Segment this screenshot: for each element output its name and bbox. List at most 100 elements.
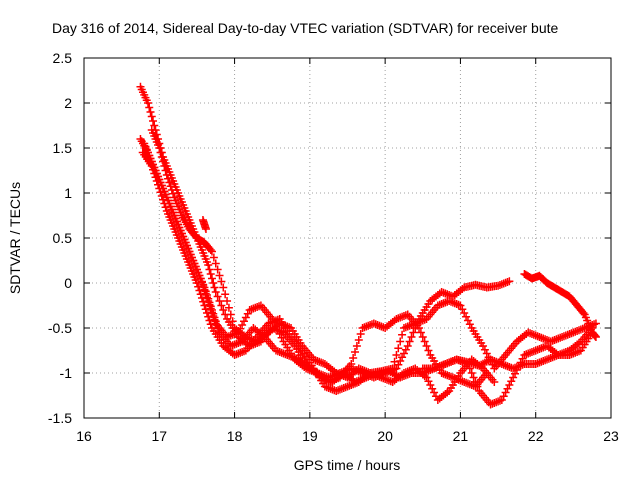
data-point <box>505 381 514 389</box>
data-point <box>443 388 452 397</box>
data-point <box>349 354 358 362</box>
series-track-8 <box>418 328 597 409</box>
axis-ticks <box>83 57 612 419</box>
data-point <box>213 321 222 329</box>
data-point <box>388 364 397 373</box>
data-point <box>159 157 168 166</box>
data-point <box>463 360 472 368</box>
data-point <box>165 178 174 187</box>
data-point <box>239 317 248 326</box>
data-point <box>426 381 435 389</box>
data-point <box>398 353 407 362</box>
data-point <box>207 274 216 283</box>
data-point <box>430 388 439 397</box>
data-point <box>200 283 209 292</box>
data-point <box>238 321 247 329</box>
y-tick-label: -1.5 <box>48 410 72 426</box>
data-point <box>277 333 286 342</box>
data-point <box>480 345 489 354</box>
data-point <box>214 324 223 333</box>
data-point <box>403 342 412 350</box>
y-tick-label: 0 <box>64 275 72 291</box>
chart-title: Day 316 of 2014, Sidereal Day-to-day VTE… <box>52 20 559 36</box>
data-point <box>392 351 401 359</box>
data-point <box>511 369 520 378</box>
data-point <box>484 353 493 362</box>
data-point <box>467 369 476 377</box>
data-point <box>211 259 220 268</box>
data-point <box>157 192 166 200</box>
data-point <box>206 270 215 278</box>
x-tick-label: 16 <box>76 428 92 444</box>
data-point <box>465 320 474 329</box>
data-point <box>223 297 232 305</box>
data-point <box>207 247 216 256</box>
data-point <box>460 309 469 317</box>
data-point <box>512 366 521 374</box>
y-tick-labels: -1.5 -1 -0.5 0 0.5 1 1.5 2 2.5 <box>48 50 72 426</box>
x-tick-label: 21 <box>453 428 469 444</box>
data-point <box>143 99 152 107</box>
data-point <box>552 349 561 358</box>
data-point <box>469 373 478 382</box>
data-point <box>458 305 467 314</box>
x-tick-label: 19 <box>302 428 318 444</box>
data-point <box>428 384 437 393</box>
data-point <box>210 313 219 322</box>
data-point <box>409 328 418 337</box>
data-point <box>399 349 408 358</box>
data-point <box>149 117 158 125</box>
data-point <box>210 283 219 292</box>
data-point <box>507 377 516 386</box>
data-point <box>211 317 220 326</box>
y-tick-label: 1 <box>64 185 72 201</box>
data-point <box>497 396 506 404</box>
x-axis-label: GPS time / hours <box>294 457 401 473</box>
data-point <box>147 112 156 121</box>
data-point <box>209 309 218 318</box>
data-point <box>422 342 431 350</box>
data-point <box>356 330 365 338</box>
data-point <box>155 144 164 152</box>
data-point <box>166 182 175 191</box>
data-point <box>471 378 480 386</box>
data-point <box>156 148 165 157</box>
data-point <box>503 384 512 393</box>
data-point <box>157 153 166 161</box>
data-point <box>579 309 588 317</box>
data-point <box>228 317 237 326</box>
data-point <box>509 373 518 382</box>
data-point <box>456 301 465 310</box>
data-point <box>490 378 499 386</box>
data-point <box>354 336 363 344</box>
data-point <box>396 337 405 346</box>
data-point <box>275 330 284 338</box>
data-point <box>588 328 597 337</box>
data-point <box>226 310 235 319</box>
data-point <box>420 337 429 346</box>
data-point <box>213 265 222 274</box>
data-point <box>347 360 356 368</box>
x-tick-label: 18 <box>227 428 243 444</box>
data-point <box>215 271 224 280</box>
x-tick-labels: 16 17 18 19 20 21 22 23 <box>76 428 619 444</box>
data-point <box>591 319 600 328</box>
data-points <box>136 82 600 409</box>
data-point <box>160 162 169 170</box>
data-point <box>219 283 228 292</box>
data-point <box>575 339 584 347</box>
data-point <box>516 358 525 367</box>
data-point <box>351 348 360 356</box>
data-point <box>241 313 250 322</box>
data-point <box>390 357 399 366</box>
x-tick-label: 20 <box>377 428 393 444</box>
data-point <box>209 253 218 262</box>
data-point <box>473 382 482 391</box>
data-point <box>505 277 514 286</box>
data-point <box>205 265 214 274</box>
data-point <box>209 279 218 287</box>
data-point <box>394 344 403 353</box>
y-axis-label: SDTVAR / TECUs <box>7 182 23 294</box>
data-point <box>202 291 211 299</box>
